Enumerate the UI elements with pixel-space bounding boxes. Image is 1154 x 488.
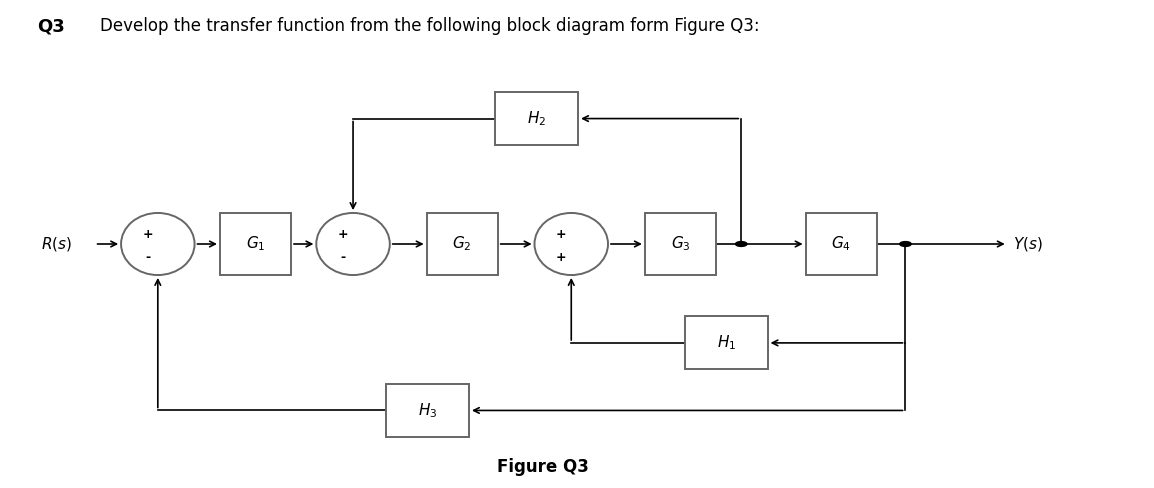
Text: $G_2$: $G_2$ bbox=[452, 235, 472, 253]
Text: +: + bbox=[337, 228, 349, 241]
Text: Figure Q3: Figure Q3 bbox=[496, 458, 589, 476]
Text: +: + bbox=[556, 228, 567, 241]
Bar bbox=[387, 384, 469, 437]
Text: Q3: Q3 bbox=[37, 17, 65, 35]
Text: $G_1$: $G_1$ bbox=[246, 235, 265, 253]
Text: $G_3$: $G_3$ bbox=[670, 235, 690, 253]
Bar bbox=[219, 213, 291, 275]
Text: $H_3$: $H_3$ bbox=[418, 401, 437, 420]
Bar bbox=[645, 213, 715, 275]
Text: $Y(s)$: $Y(s)$ bbox=[1013, 235, 1043, 253]
Text: $H_2$: $H_2$ bbox=[527, 109, 546, 128]
Text: +: + bbox=[142, 228, 152, 241]
Text: $R(s)$: $R(s)$ bbox=[40, 235, 72, 253]
Ellipse shape bbox=[534, 213, 608, 275]
Ellipse shape bbox=[316, 213, 390, 275]
Text: -: - bbox=[340, 251, 345, 264]
Text: -: - bbox=[145, 251, 150, 264]
Circle shape bbox=[900, 242, 912, 246]
Ellipse shape bbox=[121, 213, 195, 275]
Circle shape bbox=[735, 242, 747, 246]
Bar bbox=[685, 316, 767, 369]
Text: $G_4$: $G_4$ bbox=[831, 235, 852, 253]
Text: Develop the transfer function from the following block diagram form Figure Q3:: Develop the transfer function from the f… bbox=[100, 17, 760, 35]
Bar bbox=[495, 92, 578, 145]
Bar bbox=[427, 213, 497, 275]
Text: $H_1$: $H_1$ bbox=[717, 334, 736, 352]
Bar bbox=[805, 213, 877, 275]
Text: +: + bbox=[556, 251, 567, 264]
